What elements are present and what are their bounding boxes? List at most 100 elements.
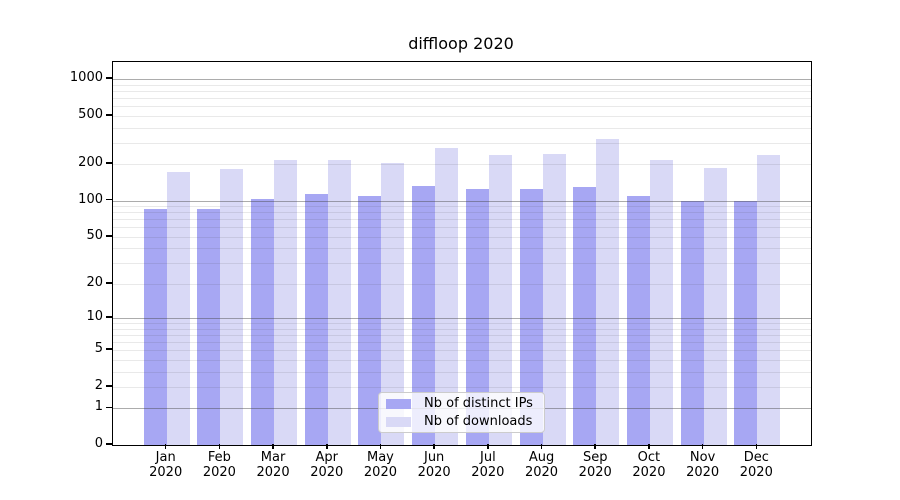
gridline-700 — [113, 98, 811, 100]
y-tick-50 — [106, 235, 112, 237]
gridline-1000 — [113, 79, 811, 81]
x-tick-feb — [218, 444, 221, 449]
x-tick-label-nov: Nov 2020 — [686, 450, 720, 480]
legend-swatch-distinct-ips — [386, 398, 411, 409]
y-tick-10 — [106, 316, 112, 318]
x-tick-apr — [326, 444, 328, 449]
y-tick-label-1000: 1000 — [69, 70, 103, 86]
grid-layer — [113, 62, 811, 445]
y-tick-label-200: 200 — [78, 155, 103, 171]
bar-ips-jan — [143, 209, 167, 445]
x-tick-jun — [433, 444, 435, 449]
gridline-300 — [113, 142, 811, 144]
plot-area — [112, 61, 812, 446]
x-tick-sep — [594, 444, 596, 449]
y-tick-label-0: 0 — [94, 436, 103, 451]
y-tick-label-20: 20 — [86, 274, 103, 290]
chart-title: diffloop 2020 — [408, 34, 514, 53]
gridline-6 — [113, 341, 811, 343]
x-tick-label-mar: Mar 2020 — [256, 450, 290, 480]
y-tick-100 — [106, 198, 112, 201]
gridline-2 — [113, 386, 811, 388]
x-tick-label-feb: Feb 2020 — [202, 450, 236, 480]
gridline-5 — [113, 350, 811, 352]
bar-ips-mar — [251, 199, 275, 445]
gridline-40 — [113, 248, 811, 250]
x-tick-label-jul: Jul 2020 — [471, 450, 505, 480]
bar-downloads-aug — [542, 153, 566, 445]
bar-downloads-may — [381, 163, 405, 445]
x-tick-mar — [272, 444, 274, 449]
y-tick-5 — [106, 348, 112, 350]
gridline-9 — [113, 323, 811, 325]
bar-downloads-mar — [274, 160, 298, 445]
gridline-20 — [113, 283, 811, 285]
gridline-4 — [113, 359, 811, 361]
gridline-400 — [113, 127, 811, 129]
gridline-900 — [113, 84, 811, 86]
x-tick-label-jan: Jan 2020 — [149, 450, 183, 480]
y-tick-label-5: 5 — [94, 341, 103, 357]
bar-downloads-feb — [220, 168, 244, 445]
legend-entry-downloads: Nb of downloads — [386, 414, 537, 429]
x-tick-label-aug: Aug 2020 — [524, 450, 559, 480]
bar-ips-jun — [412, 185, 436, 445]
gridline-200 — [113, 164, 811, 166]
y-tick-500 — [106, 114, 112, 116]
y-tick-label-10: 10 — [86, 309, 103, 325]
gridline-8 — [113, 328, 811, 330]
bar-downloads-jan — [166, 172, 190, 445]
y-tick-20 — [106, 282, 112, 284]
gridline-50 — [113, 236, 811, 238]
gridline-30 — [113, 263, 811, 265]
legend-label-distinct-ips: Nb of distinct IPs — [424, 396, 533, 411]
gridline-7 — [113, 334, 811, 336]
gridline-90 — [113, 206, 811, 208]
y-tick-2 — [106, 385, 112, 387]
gridline-800 — [113, 91, 811, 93]
bar-ips-jul — [465, 189, 489, 445]
y-tick-label-1: 1 — [94, 399, 103, 415]
bar-ips-dec — [734, 200, 758, 445]
bar-ips-aug — [519, 189, 543, 445]
x-tick-label-apr: Apr 2020 — [310, 450, 344, 480]
bar-downloads-sep — [596, 139, 620, 445]
y-tick-label-100: 100 — [78, 191, 103, 207]
bar-downloads-apr — [327, 160, 351, 445]
bar-downloads-jul — [488, 154, 512, 445]
bar-ips-oct — [626, 195, 650, 445]
y-tick-0 — [106, 443, 112, 445]
gridline-60 — [113, 227, 811, 229]
x-tick-nov — [701, 444, 704, 449]
bar-ips-may — [358, 195, 382, 445]
x-tick-may — [379, 444, 382, 449]
x-tick-label-sep: Sep 2020 — [578, 450, 612, 480]
y-tick-label-500: 500 — [78, 106, 103, 122]
gridline-80 — [113, 212, 811, 214]
gridline-600 — [113, 106, 811, 108]
x-tick-label-dec: Dec 2020 — [739, 450, 773, 480]
bar-ips-sep — [573, 187, 597, 445]
y-tick-1000 — [106, 77, 112, 79]
legend-entry-distinct-ips: Nb of distinct IPs — [386, 396, 537, 411]
x-tick-dec — [755, 444, 758, 449]
gridline-500 — [113, 115, 811, 117]
x-tick-aug — [540, 444, 543, 449]
y-tick-200 — [106, 162, 112, 164]
x-tick-jan — [164, 444, 167, 449]
y-tick-label-2: 2 — [94, 377, 103, 393]
bar-downloads-dec — [757, 154, 781, 445]
gridline-100 — [113, 200, 811, 202]
legend-swatch-downloads — [386, 416, 411, 427]
bar-ips-apr — [304, 194, 328, 445]
bars-layer — [113, 62, 811, 445]
x-tick-label-jun: Jun 2020 — [417, 450, 451, 480]
bar-downloads-jun — [435, 147, 459, 445]
x-tick-label-oct: Oct 2020 — [632, 450, 666, 480]
legend-label-downloads: Nb of downloads — [424, 414, 533, 429]
bar-downloads-oct — [649, 160, 673, 445]
x-tick-label-may: May 2020 — [363, 450, 397, 480]
bar-downloads-nov — [703, 167, 727, 445]
gridline-3 — [113, 371, 811, 373]
